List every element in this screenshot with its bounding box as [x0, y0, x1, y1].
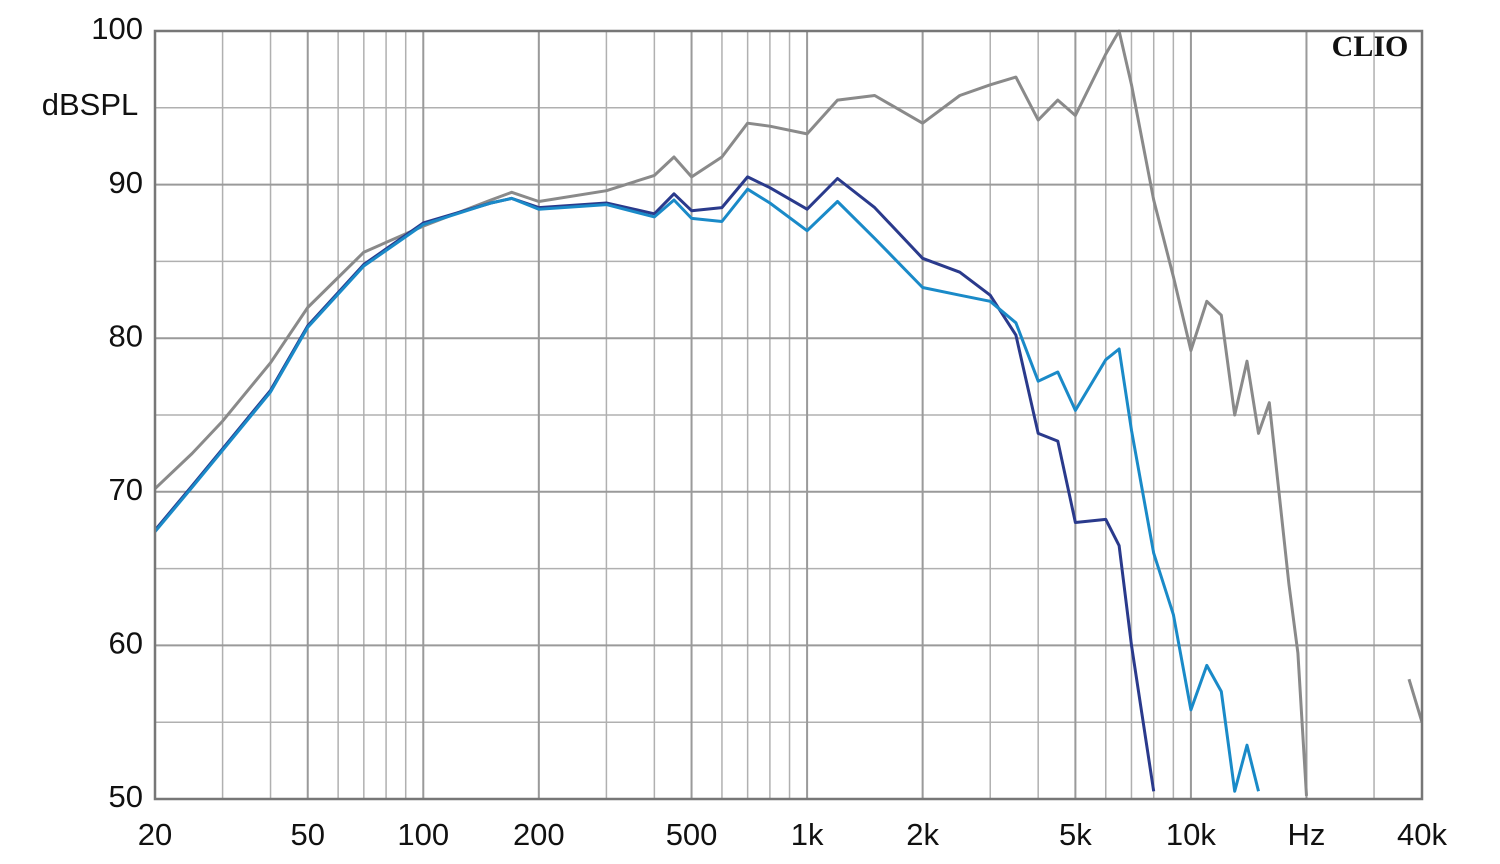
x-tick-label: 2k: [906, 817, 939, 852]
y-tick-label: 50: [109, 779, 143, 814]
series-line: [155, 29, 1422, 796]
x-tick-label: Hz: [1288, 817, 1326, 852]
y-tick-label: 100: [91, 11, 143, 46]
x-tick-label: 20: [138, 817, 172, 852]
annotation: CLIO: [1332, 30, 1409, 63]
y-axis-label: dBSPL: [42, 87, 139, 122]
y-tick-label: 90: [109, 165, 143, 200]
x-tick-label: 100: [397, 817, 449, 852]
series-line: [155, 187, 1260, 793]
x-tick-label: 5k: [1059, 817, 1092, 852]
x-tick-label: 50: [290, 817, 324, 852]
y-tick-label: 60: [109, 626, 143, 661]
x-tick-label: 10k: [1166, 817, 1216, 852]
x-tick-label: 200: [513, 817, 565, 852]
x-tick-label: 500: [666, 817, 718, 852]
y-tick-label: 80: [109, 318, 143, 353]
plot-frame: [153, 29, 1424, 801]
y-tick-label: 70: [109, 472, 143, 507]
x-tick-label: 1k: [791, 817, 824, 852]
x-tick-label: 40k: [1397, 817, 1447, 852]
